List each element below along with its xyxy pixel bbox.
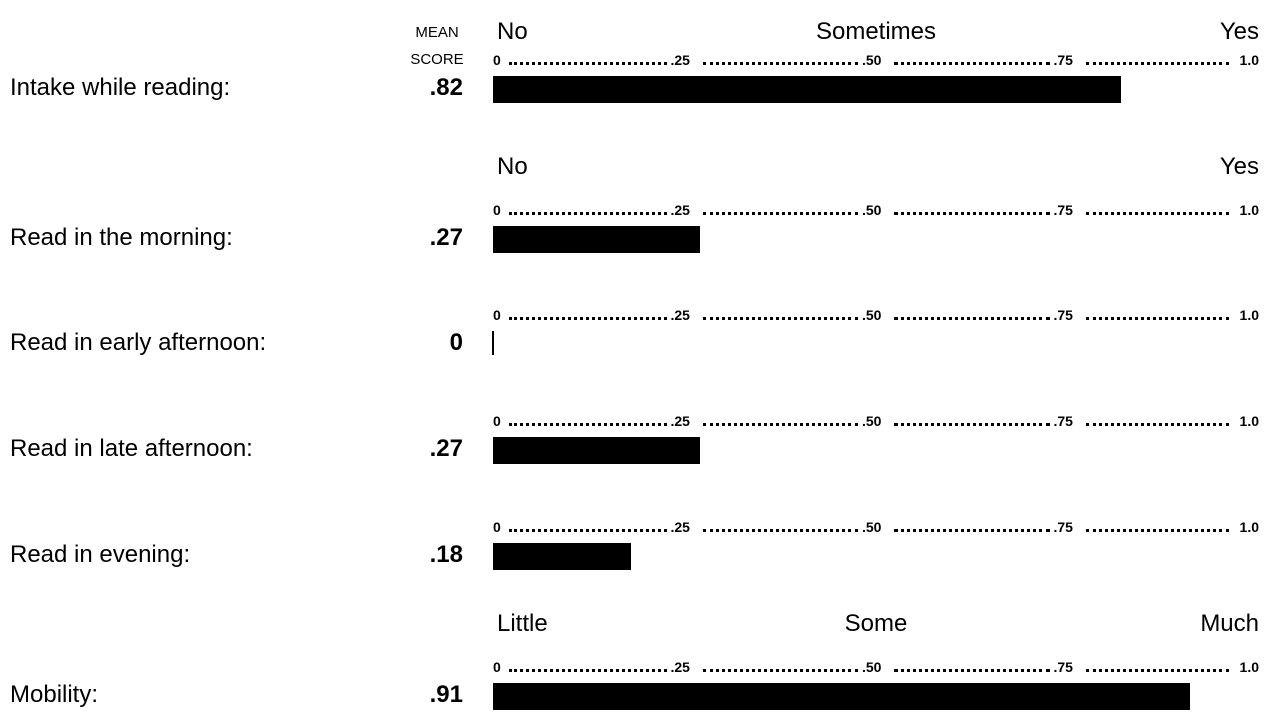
row-label: Intake while reading:	[10, 74, 231, 101]
tick-dots	[701, 200, 861, 220]
tick-label: .50	[862, 659, 882, 675]
tick-label: 0	[493, 659, 501, 675]
anchor-label: Much	[1200, 610, 1259, 637]
tick-dots	[701, 411, 861, 431]
tick-label: 1.0	[1239, 519, 1259, 535]
tick-scale: 0 .25 .50 .75 1.0	[493, 305, 1259, 325]
tick-label: .50	[862, 413, 882, 429]
bar	[493, 437, 700, 464]
tick-dots	[701, 517, 861, 537]
tick-dots	[507, 517, 669, 537]
tick-dots	[507, 50, 669, 70]
tick-scale: 0 .25 .50 .75 1.0	[493, 517, 1259, 537]
tick-label: .25	[670, 202, 690, 218]
bar	[493, 226, 700, 253]
anchor-label: Sometimes	[815, 18, 937, 45]
mean-score-value: .82	[429, 74, 463, 101]
anchor-label: Yes	[1219, 18, 1259, 45]
tick-dots	[507, 200, 669, 220]
mean-score-value: .27	[429, 224, 463, 251]
tick-label: 0	[493, 307, 501, 323]
tick-label: .25	[670, 413, 690, 429]
bar	[493, 683, 1191, 710]
tick-label: .75	[1053, 519, 1073, 535]
tick-dots	[701, 305, 861, 325]
tick-label: .50	[862, 307, 882, 323]
anchor-label: No	[497, 18, 528, 45]
tick-label: 0	[493, 519, 501, 535]
anchor-label: Little	[497, 610, 548, 637]
tick-dots	[1084, 411, 1232, 431]
tick-dots	[892, 200, 1052, 220]
tick-label: .25	[670, 519, 690, 535]
tick-dots	[1084, 305, 1232, 325]
tick-dots	[1084, 50, 1232, 70]
mean-score-value: .91	[429, 681, 463, 708]
mean-score-value: 0	[449, 329, 463, 356]
mean-header-line2: SCORE	[410, 51, 464, 68]
row-label: Read in late afternoon:	[10, 435, 253, 462]
row-label: Read in the morning:	[10, 224, 233, 251]
tick-scale: 0 .25 .50 .75 1.0	[493, 50, 1259, 70]
tick-label: 1.0	[1239, 52, 1259, 68]
tick-label: .50	[862, 52, 882, 68]
tick-dots	[1084, 200, 1232, 220]
tick-dots	[892, 50, 1052, 70]
tick-dots	[892, 411, 1052, 431]
tick-label: 1.0	[1239, 307, 1259, 323]
mean-header-line1: MEAN	[415, 24, 459, 41]
tick-label: .75	[1053, 52, 1073, 68]
tick-label: .50	[862, 202, 882, 218]
tick-dots	[701, 657, 861, 677]
tick-label: 0	[493, 413, 501, 429]
mean-score-header: MEAN SCORE	[402, 25, 472, 67]
tick-label: .75	[1053, 659, 1073, 675]
mean-score-value: .18	[429, 541, 463, 568]
tick-dots	[1084, 657, 1232, 677]
tick-dots	[701, 50, 861, 70]
tick-scale: 0 .25 .50 .75 1.0	[493, 411, 1259, 431]
anchor-label: Some	[844, 610, 908, 637]
tick-label: .75	[1053, 307, 1073, 323]
anchor-label: No	[497, 153, 528, 180]
row-label: Read in early afternoon:	[10, 329, 267, 356]
tick-dots	[507, 305, 669, 325]
tick-scale: 0 .25 .50 .75 1.0	[493, 657, 1259, 677]
tick-dots	[892, 517, 1052, 537]
tick-label: .25	[670, 659, 690, 675]
mean-score-value: .27	[429, 435, 463, 462]
tick-label: .25	[670, 307, 690, 323]
bar	[492, 331, 494, 355]
tick-label: .75	[1053, 202, 1073, 218]
tick-label: 0	[493, 202, 501, 218]
tick-label: 0	[493, 52, 501, 68]
tick-label: 1.0	[1239, 202, 1259, 218]
bar	[493, 543, 631, 570]
tick-dots	[507, 657, 669, 677]
tick-label: 1.0	[1239, 659, 1259, 675]
row-label: Mobility:	[10, 681, 99, 708]
row-label: Read in evening:	[10, 541, 191, 568]
tick-label: .25	[670, 52, 690, 68]
tick-label: 1.0	[1239, 413, 1259, 429]
tick-dots	[892, 305, 1052, 325]
tick-label: .75	[1053, 413, 1073, 429]
tick-label: .50	[862, 519, 882, 535]
tick-dots	[1084, 517, 1232, 537]
bar	[493, 76, 1122, 103]
tick-dots	[892, 657, 1052, 677]
tick-dots	[507, 411, 669, 431]
anchor-label: Yes	[1219, 153, 1259, 180]
tick-scale: 0 .25 .50 .75 1.0	[493, 200, 1259, 220]
